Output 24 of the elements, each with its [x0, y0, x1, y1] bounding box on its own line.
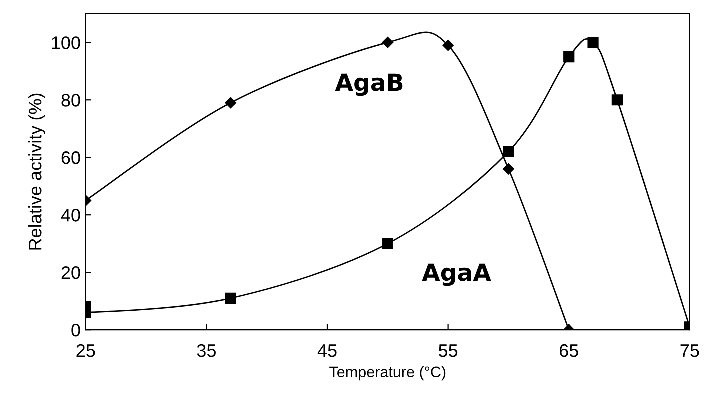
point — [503, 164, 514, 175]
series-label: AgaA — [422, 264, 492, 286]
point — [382, 37, 394, 48]
y-tick-label: 0 — [72, 324, 80, 337]
x-tick-label: 25 — [76, 344, 96, 358]
y-tick-label: 40 — [61, 209, 80, 222]
y-tick-label: 20 — [62, 266, 80, 280]
point — [382, 238, 394, 250]
x-tick-label: 65 — [560, 344, 578, 358]
y-tick-label: 80 — [62, 94, 80, 107]
series-label: AgaB — [335, 74, 403, 96]
y-tick-label: 100 — [52, 36, 80, 50]
x-tick-label: 75 — [680, 344, 700, 358]
x-tick-label: 55 — [438, 344, 458, 358]
point — [612, 94, 623, 106]
point — [588, 37, 599, 48]
point — [442, 40, 454, 52]
point — [564, 51, 575, 63]
x-tick-label: 35 — [197, 344, 216, 358]
y-tick-label: 60 — [62, 152, 80, 164]
y-axis-title: Relative activity (%) — [28, 94, 46, 250]
x-axis-title: Temperature (°C) — [330, 366, 446, 381]
point — [503, 146, 514, 158]
x-tick-label: 45 — [318, 344, 337, 358]
